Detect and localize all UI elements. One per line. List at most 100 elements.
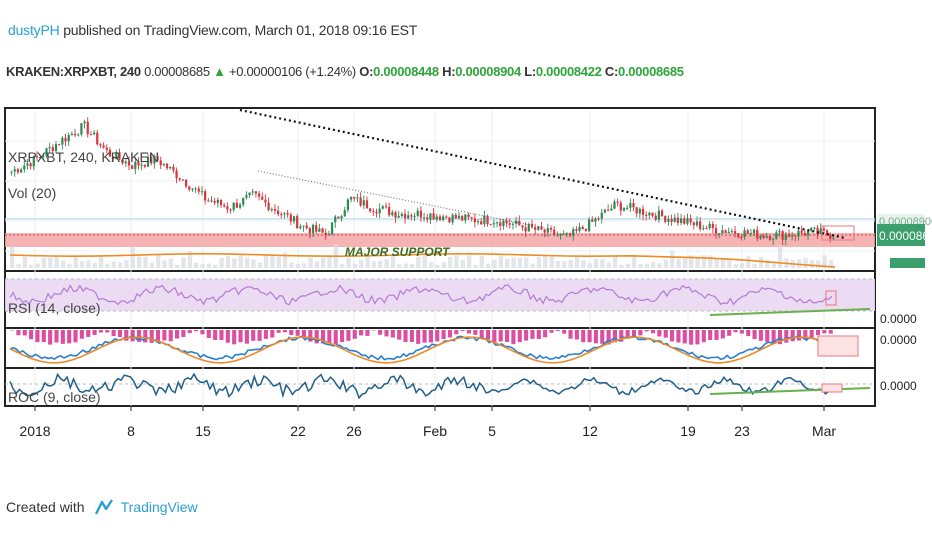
macd-histogram-bar (143, 330, 148, 343)
candle-body (657, 210, 661, 220)
macd-histogram-bar (720, 330, 725, 339)
macd-histogram-bar (359, 330, 364, 336)
candle-body (499, 222, 502, 227)
macd-histogram-bar (536, 330, 541, 340)
candle-body (16, 169, 20, 173)
volume-bar (549, 255, 554, 268)
candle-body (13, 169, 16, 172)
macd-histogram-bar (409, 330, 414, 342)
candle-body (749, 233, 753, 235)
volume-bar (92, 262, 97, 268)
volume-bar (168, 258, 174, 268)
volume-bar (359, 259, 364, 268)
macd-histogram-bar (511, 330, 516, 345)
macd-histogram-bar (466, 330, 472, 334)
macd-histogram-bar (181, 330, 186, 337)
candle-body (803, 232, 806, 236)
candle-body (337, 216, 340, 219)
macd-histogram-bar (340, 330, 345, 343)
chart-area[interactable]: 2018 8 15 22 26 Feb 5 12 19 23 Mar MAJOR SUPPORT XRP… (0, 106, 932, 460)
volume-bar (124, 260, 129, 268)
candle-body (19, 169, 23, 173)
volume-bar (568, 259, 573, 268)
candle-body (733, 231, 737, 234)
candle-body (775, 232, 778, 239)
candle-body (670, 218, 673, 222)
candle-body (35, 156, 39, 158)
volume-bar (714, 257, 719, 268)
macd-histogram-bar (587, 330, 592, 343)
low-value: 0.00008422 (535, 64, 602, 79)
candle-body (238, 204, 242, 208)
volume-bar (505, 258, 510, 268)
candle-body (156, 155, 159, 161)
volume-bar (511, 257, 516, 268)
macd-histogram-bar (416, 330, 421, 344)
rsi-highlight (825, 290, 837, 306)
volume-bar (600, 259, 605, 268)
tradingview-brand[interactable]: TradingView (120, 499, 198, 515)
candle-body (619, 202, 622, 211)
candle-body (438, 216, 442, 221)
volume-bar (771, 263, 776, 268)
volume-bar (251, 259, 256, 268)
candle-body (334, 216, 337, 223)
candle-body (162, 163, 166, 166)
macd-histogram-bar (758, 330, 763, 341)
candle-body (708, 223, 711, 229)
candle-body (737, 233, 740, 238)
volume-bar (403, 263, 408, 268)
candle-body (448, 217, 451, 223)
candle-body (394, 212, 397, 218)
macd-histogram-bar (689, 330, 694, 345)
author-link[interactable]: dustyPH (8, 22, 60, 38)
macd-histogram-bar (162, 330, 167, 341)
candle-body (251, 191, 254, 193)
volume-bar (543, 255, 548, 268)
volume-bar (581, 260, 586, 268)
candle-body (800, 230, 803, 233)
candle-body (562, 233, 565, 235)
volume-bar (378, 260, 383, 268)
candle-body (502, 220, 505, 227)
macd-histogram-bar (270, 330, 275, 338)
roc-highlight (821, 383, 843, 393)
volume-bar (492, 259, 497, 268)
macd-histogram-bar (333, 330, 338, 345)
candle-body (829, 234, 832, 239)
candle-body (118, 152, 121, 160)
macd-histogram-bar (403, 330, 408, 343)
volume-bar (593, 259, 599, 268)
roc-line (9, 372, 833, 400)
volume-bar (555, 260, 561, 268)
macd-histogram-bar (638, 330, 643, 336)
x-tick-label: Feb (423, 423, 447, 439)
candle-body (740, 237, 743, 239)
volume-bar (562, 261, 567, 268)
candle-body (591, 219, 594, 222)
low-label: L: (524, 64, 536, 79)
created-with-text: Created with (6, 499, 85, 515)
volume-bar (574, 256, 580, 268)
macd-histogram-bar (346, 330, 351, 341)
macd-histogram-bar (593, 330, 598, 344)
candle-body (575, 229, 578, 231)
macd-histogram-bar (124, 330, 129, 341)
volume-bar (517, 257, 523, 268)
main-trendline (239, 108, 846, 240)
macd-histogram-bar (600, 330, 605, 344)
chart-svg[interactable]: 2018 8 15 22 26 Feb 5 12 19 23 Mar MAJOR SUPPORT XRP… (0, 106, 932, 460)
candle-body (108, 149, 112, 157)
volume-bar (238, 255, 243, 268)
volume-bar (187, 251, 193, 268)
macd-histogram-bar (473, 330, 478, 335)
candle-body (73, 133, 77, 136)
volume-bar (346, 257, 351, 268)
volume-bar (619, 264, 624, 268)
macd-histogram-bar (105, 330, 110, 333)
candle-body (137, 161, 140, 166)
publish-header: dustyPH published on TradingView.com, Ma… (8, 22, 417, 38)
candle-body (416, 210, 419, 216)
candle-body (273, 208, 277, 211)
volume-label: Vol (20) (8, 185, 56, 201)
